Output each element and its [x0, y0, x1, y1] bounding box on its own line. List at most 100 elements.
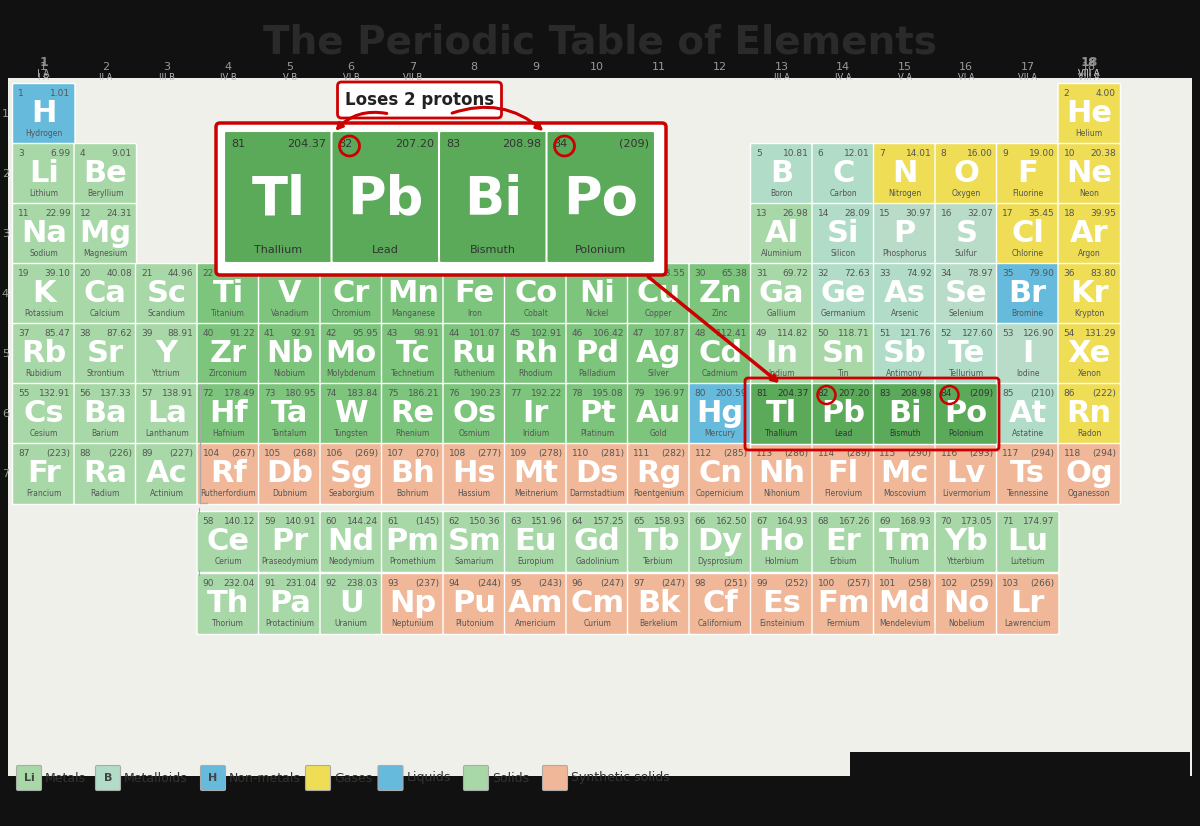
- Text: Europium: Europium: [517, 557, 554, 566]
- Text: (247): (247): [661, 579, 685, 588]
- FancyBboxPatch shape: [337, 82, 502, 118]
- Text: (243): (243): [539, 579, 563, 588]
- Text: Rh: Rh: [514, 339, 558, 368]
- Text: 238.03: 238.03: [347, 579, 378, 588]
- Text: 16.00: 16.00: [967, 149, 994, 158]
- Text: 207.20: 207.20: [839, 389, 870, 398]
- Text: Flerovium: Flerovium: [824, 489, 863, 498]
- Text: (290): (290): [907, 449, 931, 458]
- Text: Silver: Silver: [648, 369, 670, 378]
- Text: 82: 82: [338, 139, 353, 149]
- Text: 22.99: 22.99: [44, 209, 71, 218]
- Text: Cn: Cn: [698, 459, 743, 488]
- Text: 35.45: 35.45: [1028, 209, 1055, 218]
- Text: (289): (289): [846, 449, 870, 458]
- Text: Iron: Iron: [467, 309, 481, 318]
- Text: 18: 18: [1082, 62, 1097, 72]
- Text: Ar: Ar: [1070, 220, 1109, 249]
- FancyBboxPatch shape: [628, 324, 690, 384]
- FancyBboxPatch shape: [874, 324, 936, 384]
- Text: 95.95: 95.95: [352, 329, 378, 338]
- FancyBboxPatch shape: [628, 511, 690, 572]
- Text: 15: 15: [898, 62, 912, 72]
- Text: Rhenium: Rhenium: [396, 429, 430, 438]
- Text: Hafnium: Hafnium: [212, 429, 245, 438]
- Text: 18: 18: [1080, 56, 1098, 69]
- Text: Be: Be: [83, 159, 127, 188]
- Text: 41: 41: [264, 329, 275, 338]
- Text: 85.47: 85.47: [44, 329, 71, 338]
- Text: Xenon: Xenon: [1078, 369, 1102, 378]
- Text: 12.01: 12.01: [845, 149, 870, 158]
- FancyBboxPatch shape: [258, 444, 322, 505]
- FancyBboxPatch shape: [812, 444, 875, 505]
- Text: 7: 7: [2, 469, 10, 479]
- Text: 5: 5: [756, 149, 762, 158]
- Text: 19: 19: [18, 269, 30, 278]
- Text: 101.07: 101.07: [469, 329, 502, 338]
- Text: Samarium: Samarium: [455, 557, 494, 566]
- Text: 200.59: 200.59: [715, 389, 746, 398]
- FancyBboxPatch shape: [443, 383, 505, 444]
- Text: Lr: Lr: [1010, 590, 1045, 619]
- Text: Mc: Mc: [881, 459, 929, 488]
- Text: Gallium: Gallium: [767, 309, 797, 318]
- Text: Bi: Bi: [464, 173, 522, 225]
- Text: (244): (244): [478, 579, 502, 588]
- Text: Lanthanum: Lanthanum: [145, 429, 188, 438]
- Text: 2: 2: [1063, 89, 1069, 98]
- Text: Nickel: Nickel: [586, 309, 608, 318]
- Text: 183.84: 183.84: [347, 389, 378, 398]
- Text: Os: Os: [452, 400, 497, 429]
- Text: 232.04: 232.04: [223, 579, 256, 588]
- Text: 80: 80: [695, 389, 706, 398]
- FancyBboxPatch shape: [812, 324, 875, 384]
- Text: As: As: [884, 279, 925, 308]
- FancyBboxPatch shape: [996, 444, 1060, 505]
- Text: Pt: Pt: [578, 400, 616, 429]
- Text: Radium: Radium: [90, 489, 120, 498]
- Text: Mn: Mn: [386, 279, 439, 308]
- Text: Db: Db: [266, 459, 313, 488]
- Text: 92.91: 92.91: [290, 329, 317, 338]
- Text: 13: 13: [756, 209, 768, 218]
- Text: U: U: [338, 590, 364, 619]
- FancyBboxPatch shape: [443, 324, 505, 384]
- Text: Synthetic solids: Synthetic solids: [571, 771, 670, 785]
- Text: (277): (277): [476, 449, 502, 458]
- Text: VII A: VII A: [1018, 73, 1037, 82]
- FancyBboxPatch shape: [504, 444, 568, 505]
- FancyBboxPatch shape: [628, 444, 690, 505]
- Text: 54.94: 54.94: [414, 269, 439, 278]
- Text: Ga: Ga: [760, 279, 804, 308]
- Text: 14: 14: [836, 62, 851, 72]
- Text: 24.31: 24.31: [107, 209, 132, 218]
- Text: Po: Po: [563, 173, 638, 225]
- Text: 56: 56: [79, 389, 91, 398]
- Text: Silicon: Silicon: [830, 249, 856, 258]
- Text: VIII A: VIII A: [1079, 69, 1100, 78]
- Text: Ds: Ds: [576, 459, 619, 488]
- FancyBboxPatch shape: [689, 511, 751, 572]
- Text: 9.01: 9.01: [112, 149, 132, 158]
- Text: Tellurium: Tellurium: [949, 369, 984, 378]
- Text: 27: 27: [510, 269, 521, 278]
- Text: Lu: Lu: [1007, 528, 1049, 557]
- Text: 168.93: 168.93: [900, 517, 931, 526]
- Text: Mg: Mg: [79, 220, 131, 249]
- Text: IV A: IV A: [835, 73, 852, 82]
- Text: (252): (252): [785, 579, 809, 588]
- Text: Krypton: Krypton: [1074, 309, 1104, 318]
- Text: 95: 95: [510, 579, 522, 588]
- Text: Oganesson: Oganesson: [1068, 489, 1110, 498]
- Text: 92: 92: [325, 579, 337, 588]
- FancyBboxPatch shape: [996, 573, 1060, 634]
- Text: Ag: Ag: [636, 339, 682, 368]
- Text: 81: 81: [756, 389, 768, 398]
- Text: Rg: Rg: [636, 459, 682, 488]
- Text: Holmium: Holmium: [764, 557, 799, 566]
- Text: Ni: Ni: [580, 279, 616, 308]
- Text: Cl: Cl: [1012, 220, 1044, 249]
- Text: Te: Te: [948, 339, 985, 368]
- FancyBboxPatch shape: [996, 203, 1060, 264]
